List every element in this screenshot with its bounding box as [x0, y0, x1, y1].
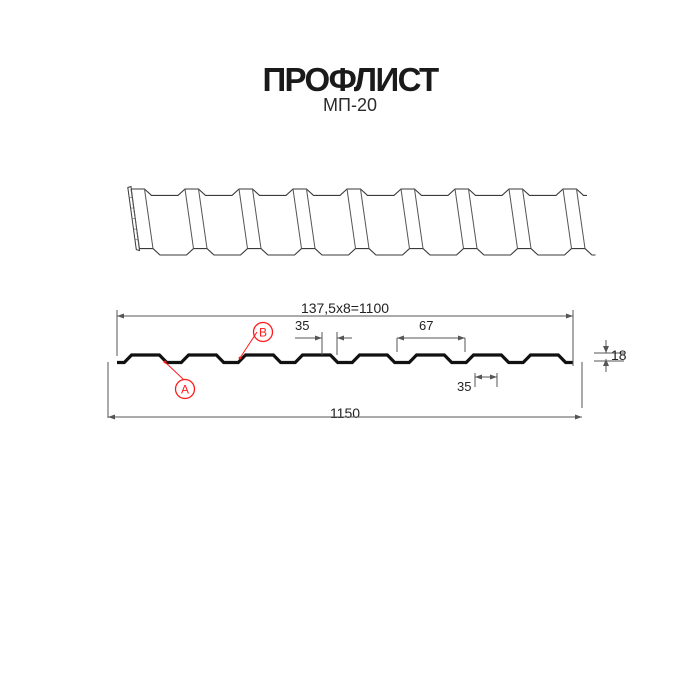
svg-text:35: 35 — [295, 318, 309, 333]
svg-text:B: B — [259, 326, 267, 340]
svg-text:18: 18 — [611, 347, 627, 363]
svg-text:A: A — [181, 383, 189, 397]
svg-text:35: 35 — [457, 379, 471, 394]
svg-text:67: 67 — [419, 318, 433, 333]
